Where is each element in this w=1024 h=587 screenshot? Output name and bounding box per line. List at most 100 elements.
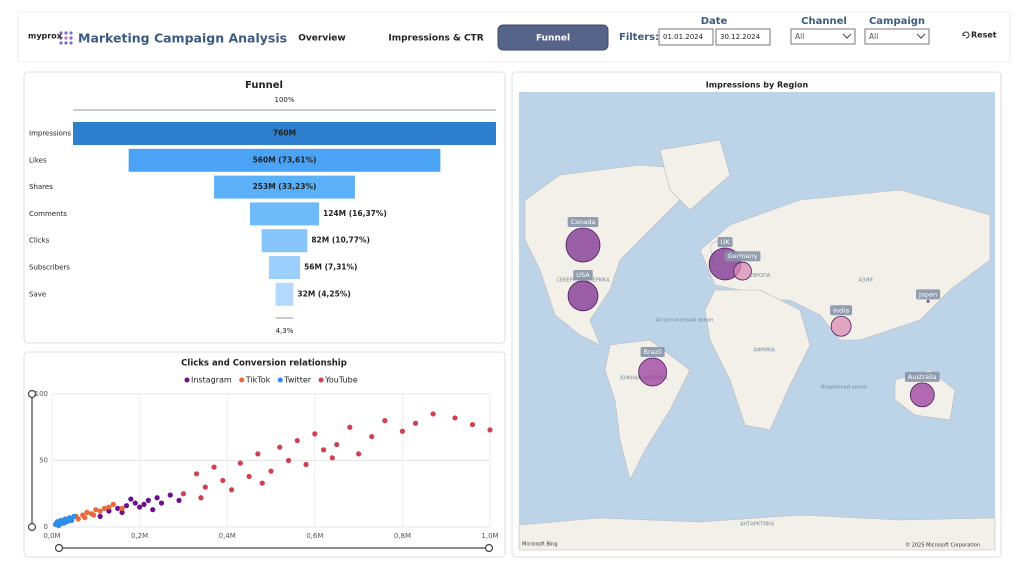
- channel-label: Channel: [801, 16, 847, 27]
- bubble-label: Australia: [908, 373, 937, 381]
- bubble[interactable]: [638, 357, 667, 387]
- place-label: АЗИЯ: [859, 277, 873, 283]
- category-label: Impressions: [29, 130, 71, 138]
- tab[interactable]: Impressions & CTR: [388, 34, 483, 44]
- category-label: Comments: [29, 210, 67, 218]
- reset-button[interactable]: Reset: [971, 31, 997, 40]
- scatter-point: [193, 471, 200, 477]
- value-label: 32M (4,25%): [297, 289, 350, 298]
- scatter-point: [106, 504, 112, 510]
- range-slider: [27, 389, 494, 553]
- scatter-point: [69, 517, 75, 523]
- legend-swatch: [277, 377, 283, 383]
- value-label: 253M (33,23%): [253, 182, 317, 191]
- scatter-point: [119, 505, 125, 511]
- x-tick-label: 0,2M: [131, 532, 148, 540]
- date-from: 01.01.2024: [663, 33, 704, 41]
- funnel-bar: [249, 202, 320, 226]
- value-label: 124M (16,37%): [323, 209, 387, 218]
- bubble[interactable]: [830, 315, 852, 337]
- x-tick-label: 0,8M: [394, 532, 411, 540]
- scatter-point: [294, 437, 300, 444]
- bubble-label: Canada: [571, 218, 596, 226]
- scatter-point: [119, 509, 125, 515]
- scatter-point: [369, 433, 375, 440]
- bubble-label: USA: [576, 271, 590, 279]
- scatter-point: [150, 507, 156, 513]
- scatter-point: [412, 420, 419, 426]
- legend-label: Instagram: [191, 376, 232, 385]
- legend-label: YouTube: [324, 376, 358, 385]
- place-label: Атлантический океан: [656, 316, 713, 323]
- bubble-label-bg: [640, 347, 665, 358]
- logo-dots: [59, 31, 73, 45]
- bubble-label-bg: [916, 289, 941, 300]
- x-tick-label: 0,0M: [43, 532, 60, 540]
- campaign-value: All: [869, 32, 878, 41]
- tab[interactable]: Funnel: [536, 34, 570, 44]
- bubble-label-bg: [904, 371, 940, 382]
- scatter-point: [176, 497, 182, 503]
- bubble[interactable]: [565, 227, 601, 263]
- attribution: © 2025 Microsoft Corporation: [905, 542, 980, 549]
- place-label: АНТАРКТИКА: [740, 522, 775, 528]
- logo: myprox: [28, 32, 63, 41]
- bubble[interactable]: [567, 280, 599, 312]
- scatter-point: [106, 508, 112, 514]
- place-label: Индийский океан: [821, 384, 867, 391]
- funnel-bar: [275, 282, 294, 306]
- bubble-label-bg: [717, 237, 733, 248]
- scatter-point: [277, 444, 283, 450]
- bubble[interactable]: [926, 299, 930, 303]
- bubble-label: India: [833, 306, 849, 314]
- legend-swatch: [239, 377, 245, 383]
- scatter-point: [71, 513, 77, 519]
- scatter-point: [347, 424, 353, 430]
- value-label: 760M: [273, 129, 296, 138]
- bottom-label: 4,3%: [276, 327, 294, 335]
- bubble-label-bg: [567, 217, 599, 228]
- scatter-point: [180, 491, 186, 497]
- bubble-label: Germany: [728, 252, 758, 260]
- reset-icon: [962, 31, 970, 39]
- channel-select[interactable]: [790, 28, 856, 45]
- scatter-point: [452, 415, 458, 421]
- bubble[interactable]: [733, 261, 752, 281]
- place-label: АФРИКА: [754, 348, 776, 354]
- tab-active[interactable]: [497, 24, 609, 51]
- place-label: СЕВЕРНАЯ АМЕРИКА: [556, 277, 610, 283]
- bubble-label-bg: [830, 305, 853, 316]
- date-from-input[interactable]: [658, 28, 714, 46]
- funnel-bar: [268, 256, 301, 279]
- value-label: 56M (7,31%): [304, 263, 357, 272]
- dropdown-arrow: [916, 33, 926, 39]
- top-label: 100%: [274, 96, 294, 104]
- scatter-point: [469, 421, 476, 428]
- scatter-point: [123, 503, 130, 509]
- date-to-input[interactable]: [715, 28, 771, 46]
- tab[interactable]: Overview: [298, 34, 345, 44]
- dropdown-arrow: [842, 33, 852, 39]
- scatter-point: [82, 515, 88, 521]
- bubble[interactable]: [909, 382, 935, 408]
- scatter-point: [259, 480, 265, 486]
- category-label: Shares: [29, 183, 53, 191]
- funnel-bar: [73, 122, 496, 145]
- campaign-select[interactable]: [864, 28, 930, 45]
- attribution: Microsoft Bing: [522, 542, 558, 548]
- scatter-point: [93, 507, 99, 513]
- x-tick-label: 1,0M: [481, 532, 498, 540]
- scatter-point: [75, 516, 81, 522]
- chart-title: Clicks and Conversion relationship: [181, 359, 347, 369]
- scatter-point: [57, 521, 63, 527]
- scatter-point: [255, 451, 261, 457]
- scatter-point: [268, 468, 274, 474]
- scatter-point: [97, 513, 103, 519]
- scatter-point: [101, 505, 108, 511]
- bubble-label: UK: [721, 238, 731, 246]
- scatter-point: [228, 487, 235, 493]
- map-land: [518, 92, 996, 551]
- place-label: ЕВРОПА: [750, 273, 771, 279]
- scatter-point: [487, 427, 493, 433]
